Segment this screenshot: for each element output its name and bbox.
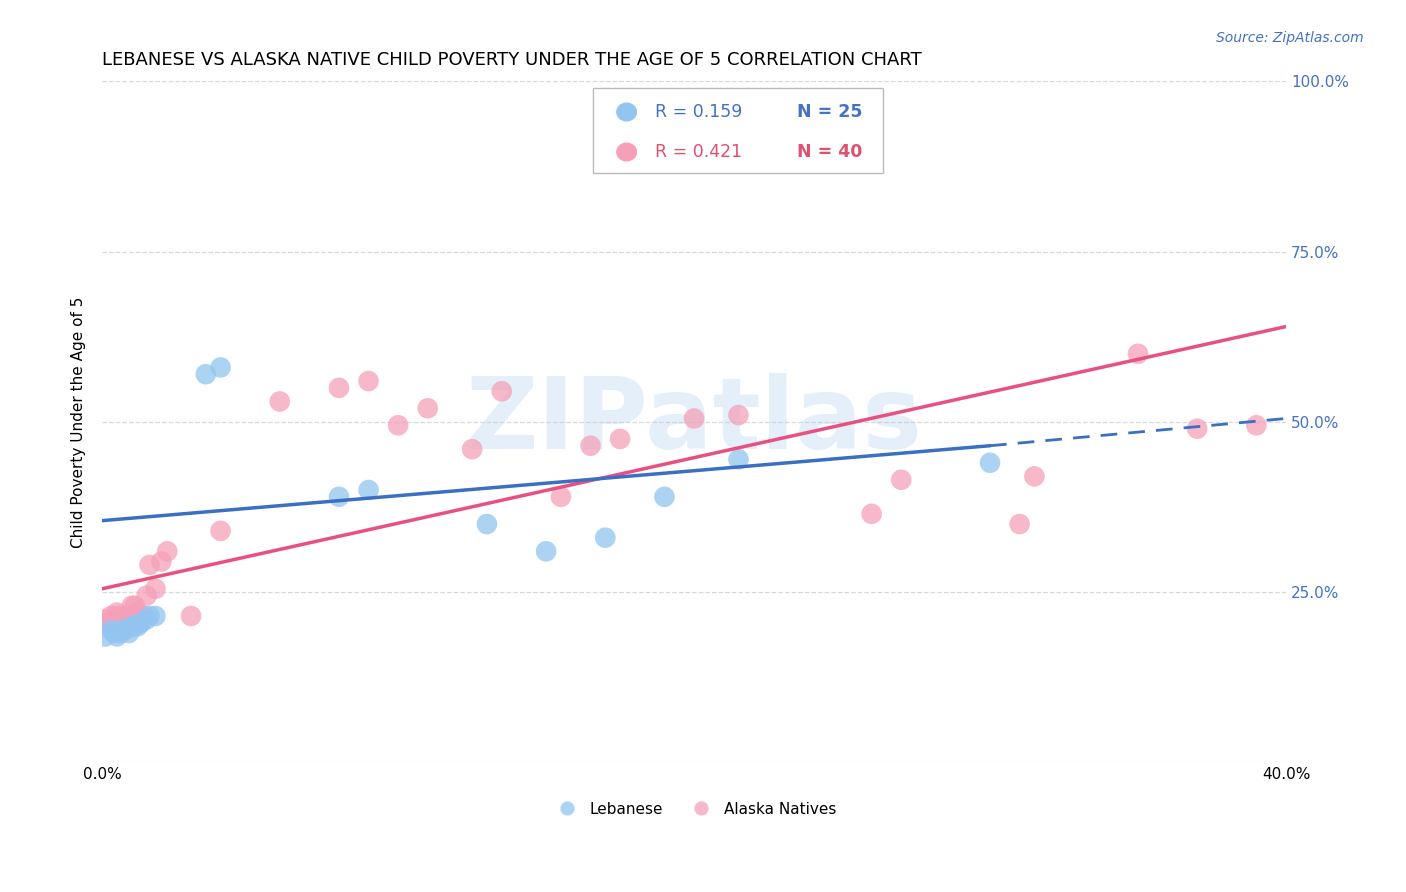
Point: [1246, 418, 1268, 433]
Point: [387, 418, 409, 433]
Point: [328, 490, 350, 504]
Point: [1024, 469, 1046, 483]
Point: [194, 368, 217, 382]
Point: [683, 411, 706, 425]
Point: [100, 623, 122, 637]
Point: [579, 439, 602, 453]
Point: [727, 408, 749, 422]
Point: [979, 456, 1001, 470]
Point: [124, 619, 146, 633]
Point: [534, 544, 557, 558]
Point: [1008, 517, 1031, 532]
Point: [135, 589, 157, 603]
Legend: Lebanese, Alaska Natives: Lebanese, Alaska Natives: [546, 796, 842, 823]
Point: [145, 609, 167, 624]
Point: [115, 623, 138, 637]
Point: [121, 599, 143, 613]
Point: [1126, 347, 1149, 361]
Point: [357, 483, 380, 497]
Point: [103, 612, 125, 626]
Point: [595, 531, 617, 545]
Point: [209, 524, 232, 538]
Text: LEBANESE VS ALASKA NATIVE CHILD POVERTY UNDER THE AGE OF 5 CORRELATION CHART: LEBANESE VS ALASKA NATIVE CHILD POVERTY …: [103, 51, 922, 69]
Text: R = 0.421: R = 0.421: [655, 143, 742, 161]
Point: [103, 626, 125, 640]
Text: N = 25: N = 25: [797, 103, 862, 121]
Point: [108, 626, 131, 640]
Point: [860, 507, 883, 521]
Point: [100, 609, 122, 624]
Point: [118, 626, 141, 640]
Ellipse shape: [617, 103, 637, 120]
Point: [121, 619, 143, 633]
Point: [727, 452, 749, 467]
Point: [115, 612, 138, 626]
Point: [269, 394, 291, 409]
Point: [357, 374, 380, 388]
Point: [609, 432, 631, 446]
Point: [654, 490, 676, 504]
Point: [150, 554, 173, 568]
Point: [94, 612, 117, 626]
Point: [209, 360, 232, 375]
Point: [138, 609, 160, 624]
Point: [138, 558, 160, 572]
Text: Source: ZipAtlas.com: Source: ZipAtlas.com: [1216, 31, 1364, 45]
Point: [491, 384, 513, 399]
Y-axis label: Child Poverty Under the Age of 5: Child Poverty Under the Age of 5: [72, 296, 86, 548]
Ellipse shape: [617, 143, 637, 161]
Point: [118, 609, 141, 624]
Point: [132, 609, 155, 624]
Text: R = 0.159: R = 0.159: [655, 103, 742, 121]
Point: [1185, 422, 1208, 436]
Point: [127, 619, 149, 633]
Point: [97, 615, 120, 630]
Point: [328, 381, 350, 395]
Point: [550, 490, 572, 504]
Point: [145, 582, 167, 596]
Text: N = 40: N = 40: [797, 143, 862, 161]
Point: [180, 609, 202, 624]
Point: [105, 629, 128, 643]
Point: [111, 623, 134, 637]
Point: [416, 401, 439, 416]
Point: [105, 606, 128, 620]
Point: [94, 629, 117, 643]
Point: [156, 544, 179, 558]
Point: [127, 606, 149, 620]
FancyBboxPatch shape: [593, 88, 883, 173]
Point: [129, 615, 152, 630]
Point: [124, 599, 146, 613]
Text: ZIPatlas: ZIPatlas: [465, 374, 922, 470]
Point: [890, 473, 912, 487]
Point: [111, 623, 134, 637]
Point: [461, 442, 484, 457]
Point: [475, 517, 498, 532]
Point: [135, 612, 157, 626]
Point: [129, 615, 152, 630]
Point: [108, 609, 131, 624]
